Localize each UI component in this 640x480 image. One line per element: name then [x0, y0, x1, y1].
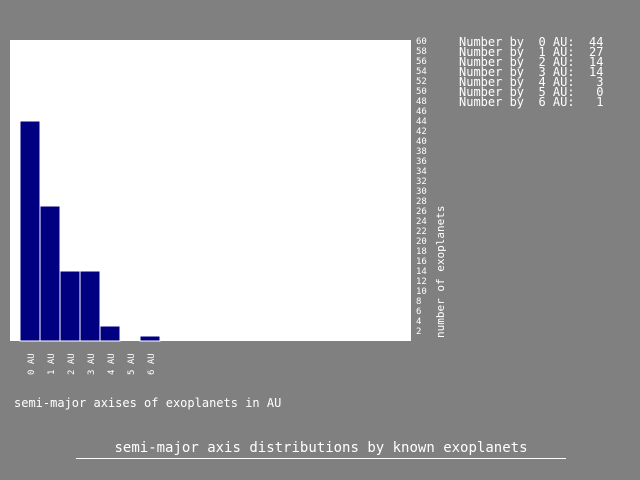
- x-axis-label: semi-major axises of exoplanets in AU: [14, 396, 282, 410]
- bar-4: [99, 325, 121, 342]
- y-tick-label: 42: [416, 127, 427, 137]
- x-tick-label: 4 AU: [107, 353, 117, 375]
- bars: [19, 120, 161, 342]
- y-tick-label: 58: [416, 47, 427, 57]
- x-tick-label: 6 AU: [147, 353, 157, 375]
- y-tick-label: 60: [416, 37, 427, 47]
- stat-row: Number by 5 AU: 0: [459, 85, 604, 99]
- y-tick-label: 12: [416, 277, 427, 287]
- y-tick-label: 10: [416, 287, 427, 297]
- stat-row: Number by 0 AU: 44: [459, 35, 604, 49]
- x-tick-label: 5 AU: [127, 353, 137, 375]
- y-tick-label: 46: [416, 107, 427, 117]
- y-tick-label: 16: [416, 257, 427, 267]
- bar-2: [59, 270, 81, 342]
- bar-1: [39, 205, 61, 342]
- y-tick-label: 36: [416, 157, 427, 167]
- x-tick-label: 3 AU: [87, 353, 97, 375]
- y-tick-label: 2: [416, 327, 421, 337]
- y-tick-label: 24: [416, 217, 427, 227]
- y-tick-label: 22: [416, 227, 427, 237]
- chart-title: semi-major axis distributions by known e…: [76, 440, 566, 459]
- y-tick-label: 4: [416, 317, 421, 327]
- stat-row: Number by 6 AU: 1: [459, 95, 604, 109]
- y-tick-label: 30: [416, 187, 427, 197]
- x-ticks: 0 AU 1 AU 2 AU 3 AU 4 AU 5 AU 6 AU: [27, 353, 157, 375]
- y-axis-label: number of exoplanets: [434, 206, 447, 338]
- y-tick-label: 38: [416, 147, 427, 157]
- y-tick-label: 20: [416, 237, 427, 247]
- x-tick-label: 2 AU: [67, 353, 77, 375]
- y-tick-label: 48: [416, 97, 427, 107]
- y-tick-label: 14: [416, 267, 427, 277]
- stat-row: Number by 2 AU: 14: [459, 55, 604, 69]
- y-ticks: 2468101214161820222426283032343638404244…: [416, 37, 427, 337]
- y-tick-label: 44: [416, 117, 427, 127]
- y-tick-label: 26: [416, 207, 427, 217]
- y-tick-label: 32: [416, 177, 427, 187]
- stat-row: Number by 1 AU: 27: [459, 45, 604, 59]
- bar-6: [139, 335, 161, 342]
- stat-row: Number by 3 AU: 14: [459, 65, 604, 79]
- x-tick-label: 0 AU: [27, 353, 37, 375]
- y-tick-label: 34: [416, 167, 427, 177]
- y-tick-label: 18: [416, 247, 427, 257]
- y-tick-label: 8: [416, 297, 421, 307]
- x-tick-label: 1 AU: [47, 353, 57, 375]
- y-tick-label: 6: [416, 307, 421, 317]
- stats-panel: Number by 0 AU: 44 Number by 1 AU: 27 Numb…: [459, 35, 604, 109]
- bar-0: [19, 120, 41, 342]
- bar-3: [79, 270, 101, 342]
- y-tick-label: 28: [416, 197, 427, 207]
- y-tick-label: 54: [416, 67, 427, 77]
- stat-row: Number by 4 AU: 3: [459, 75, 604, 89]
- y-tick-label: 56: [416, 57, 427, 67]
- y-tick-label: 40: [416, 137, 427, 147]
- y-tick-label: 52: [416, 77, 427, 87]
- y-tick-label: 50: [416, 87, 427, 97]
